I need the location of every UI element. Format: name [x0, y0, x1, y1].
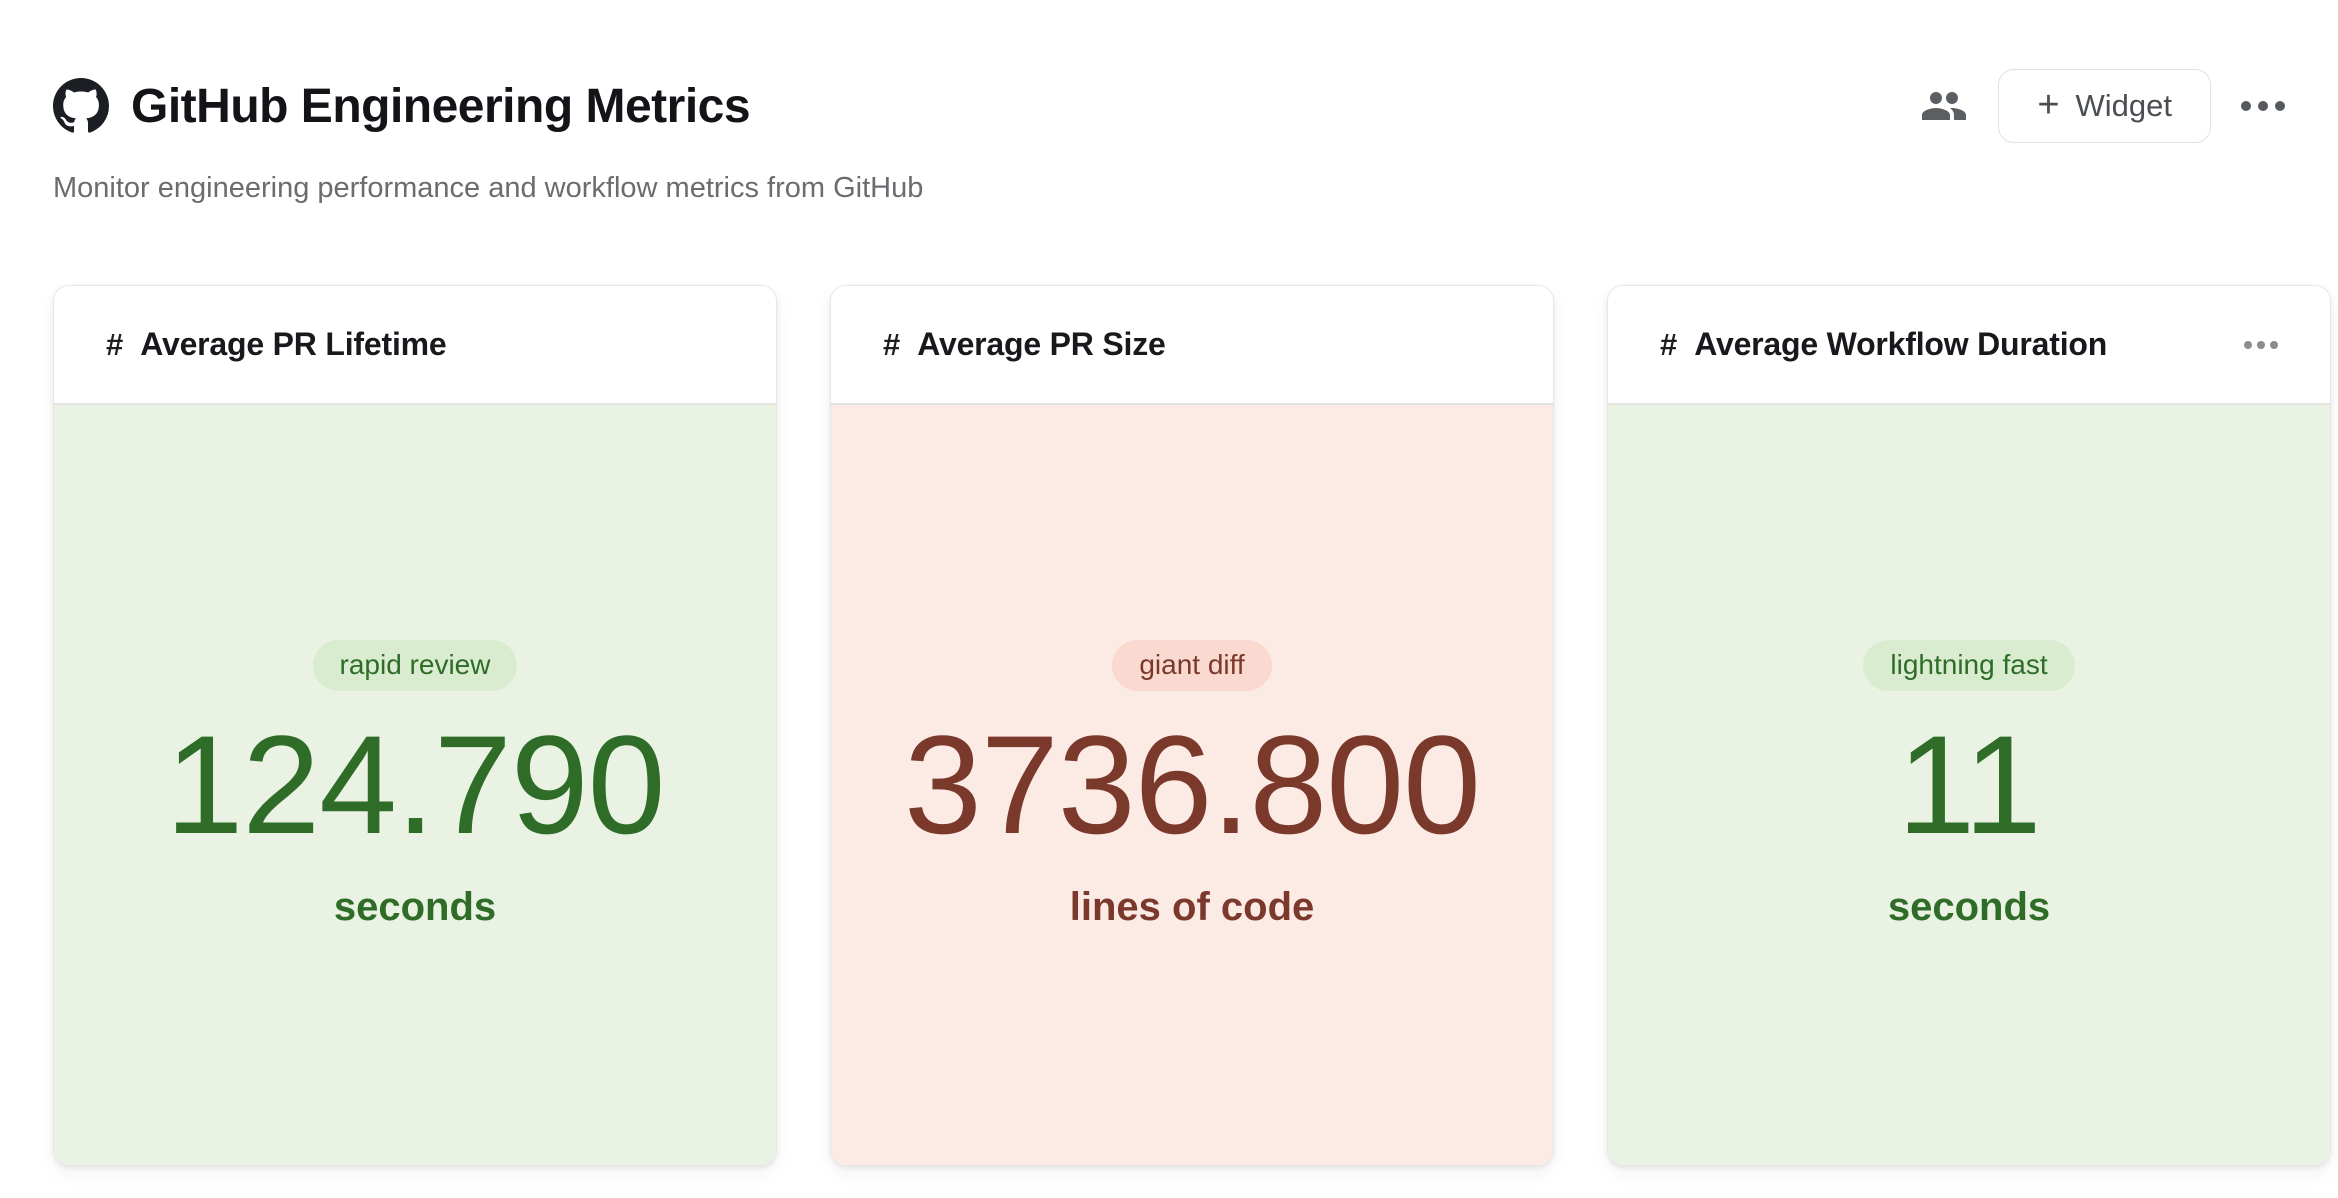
metric-card-average-workflow-duration: # Average Workflow Duration lightning fa…	[1607, 285, 2331, 1166]
metric-value: 11	[1897, 705, 2041, 863]
cards-row: # Average PR Lifetime rapid review 124.7…	[53, 285, 2338, 1166]
card-title: Average Workflow Duration	[1694, 326, 2108, 362]
github-logo-icon	[53, 78, 109, 133]
card-menu-button[interactable]	[2244, 340, 2278, 349]
metric-unit: seconds	[333, 884, 497, 929]
metric-unit: lines of code	[1069, 884, 1315, 929]
ellipsis-icon	[2244, 340, 2278, 349]
ellipsis-icon	[2241, 101, 2285, 111]
status-badge: lightning fast	[1863, 640, 2075, 691]
add-widget-button[interactable]: + Widget	[1998, 69, 2211, 143]
card-title: Average PR Lifetime	[140, 326, 447, 362]
metric-card-average-pr-size: # Average PR Size giant diff 3736.800 li…	[830, 285, 1554, 1166]
metric-card-average-pr-lifetime: # Average PR Lifetime rapid review 124.7…	[53, 285, 777, 1166]
card-header[interactable]: # Average Workflow Duration	[1608, 286, 2330, 405]
card-body: rapid review 124.790 seconds	[54, 405, 776, 1165]
card-body: giant diff 3736.800 lines of code	[831, 405, 1553, 1165]
number-metric-icon: #	[106, 327, 124, 362]
metric-value: 3736.800	[904, 705, 1481, 863]
add-widget-label: Widget	[2075, 88, 2172, 123]
card-body: lightning fast 11 seconds	[1608, 405, 2330, 1165]
people-icon[interactable]	[1920, 82, 1968, 130]
status-badge: giant diff	[1112, 640, 1272, 691]
metric-unit: seconds	[1887, 884, 2051, 929]
header-toolbar: + Widget	[1920, 69, 2285, 143]
plus-icon: +	[2037, 83, 2060, 126]
card-title: Average PR Size	[917, 326, 1166, 362]
dashboard-more-menu-button[interactable]	[2241, 101, 2285, 111]
dashboard-header: GitHub Engineering Metrics + Widget	[53, 69, 2338, 143]
page-title: GitHub Engineering Metrics	[131, 79, 751, 133]
status-badge: rapid review	[312, 640, 518, 691]
card-header[interactable]: # Average PR Lifetime	[54, 286, 776, 405]
number-metric-icon: #	[883, 327, 901, 362]
metric-value: 124.790	[165, 705, 665, 863]
page-subtitle: Monitor engineering performance and work…	[53, 172, 924, 204]
card-header[interactable]: # Average PR Size	[831, 286, 1553, 405]
number-metric-icon: #	[1660, 327, 1678, 362]
